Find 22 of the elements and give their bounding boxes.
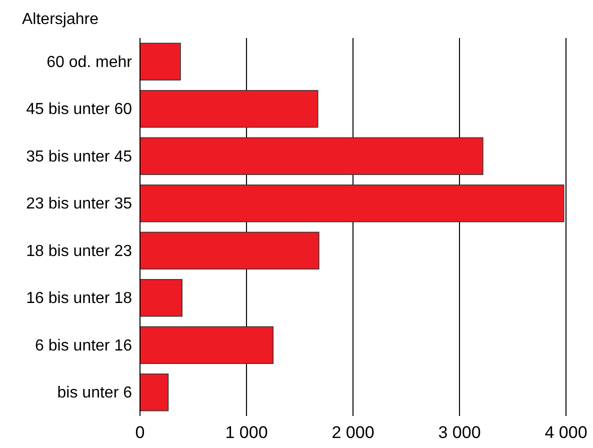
y-tick-label: 6 bis unter 16: [35, 337, 132, 354]
x-tick-label: 3 000: [438, 423, 481, 442]
x-tick-label: 0: [135, 423, 145, 442]
bar: [140, 374, 169, 412]
bar: [140, 326, 274, 364]
y-tick-label: 23 bis unter 35: [26, 195, 132, 212]
y-tick-label: bis unter 6: [57, 384, 132, 402]
x-tick-label: 2 000: [332, 423, 374, 442]
y-tick-label: 16 bis unter 18: [26, 290, 132, 307]
bar: [140, 42, 181, 80]
y-tick-label: 18 bis unter 23: [26, 242, 132, 260]
bar: [140, 137, 484, 175]
y-tick-label: 60 od. mehr: [46, 54, 133, 71]
bar: [140, 90, 318, 128]
bar: [140, 184, 564, 222]
y-tick-label: 45 bis unter 60: [26, 100, 132, 118]
x-tick-label: 4 000: [544, 423, 588, 442]
x-tick-label: 1 000: [225, 423, 268, 442]
bar: [140, 232, 320, 270]
bar: [140, 279, 182, 317]
y-tick-label: 35 bis unter 45: [26, 148, 132, 166]
y-axis-title: Altersjahre: [22, 11, 99, 28]
